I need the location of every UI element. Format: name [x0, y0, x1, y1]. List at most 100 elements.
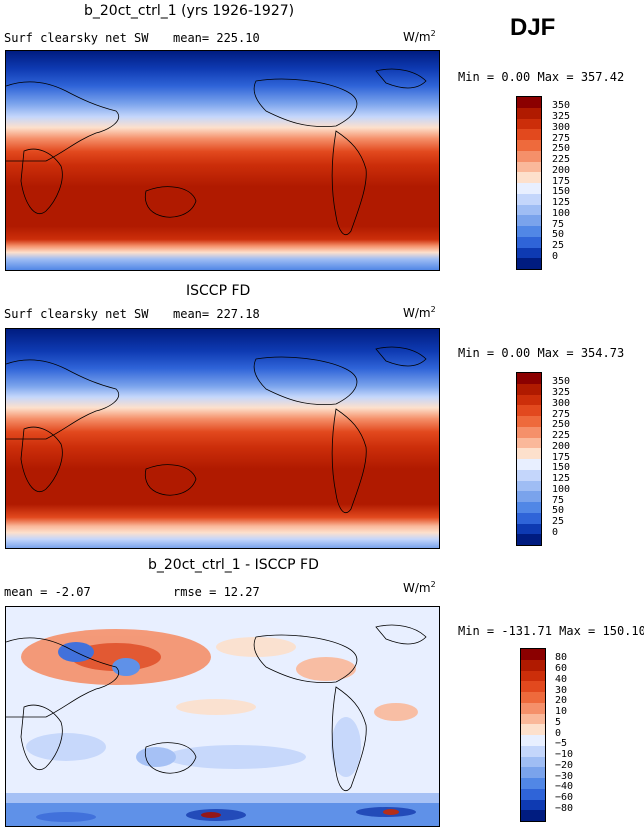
- colorbar-swatch: [517, 437, 541, 449]
- panel2-colorbar: [516, 372, 542, 546]
- panel1-units: W/m2: [403, 29, 436, 44]
- colorbar-swatch: [517, 118, 541, 130]
- colorbar-swatch: [517, 193, 541, 205]
- panel3-rmse: rmse = 12.27: [173, 585, 260, 599]
- colorbar-swatch: [521, 767, 545, 778]
- panel2-map-svg: [6, 329, 439, 548]
- colorbar-tick: 175: [552, 452, 571, 463]
- colorbar-tick: 300: [552, 398, 571, 409]
- colorbar-tick: −5: [555, 738, 568, 749]
- colorbar-tick: 75: [552, 495, 565, 506]
- colorbar-swatch: [521, 649, 545, 660]
- colorbar-tick: 150: [552, 462, 571, 473]
- colorbar-swatch: [521, 659, 545, 671]
- colorbar-swatch: [517, 459, 541, 470]
- colorbar-swatch: [517, 97, 541, 108]
- colorbar-tick: −60: [555, 792, 574, 803]
- colorbar-tick: 60: [555, 663, 568, 674]
- panel3-colorbar: [520, 648, 546, 822]
- colorbar-swatch: [517, 172, 541, 183]
- colorbar-tick: 40: [555, 674, 568, 685]
- panel2-field-label: Surf clearsky net SW: [4, 307, 149, 321]
- panel3-mean: mean = -2.07: [4, 585, 91, 599]
- colorbar-tick: −40: [555, 781, 574, 792]
- colorbar-tick: 75: [552, 219, 565, 230]
- colorbar-tick: 0: [555, 728, 562, 739]
- colorbar-tick: 325: [552, 111, 571, 122]
- colorbar-swatch: [517, 416, 541, 427]
- colorbar-tick: −80: [555, 803, 574, 814]
- colorbar-tick: 250: [552, 143, 571, 154]
- panel1-title: b_20ct_ctrl_1 (yrs 1926-1927): [84, 3, 295, 19]
- colorbar-swatch: [517, 258, 541, 269]
- colorbar-tick: 200: [552, 165, 571, 176]
- panel3-minmax: Min = -131.71 Max = 150.10: [458, 624, 644, 638]
- colorbar-swatch: [517, 426, 541, 438]
- colorbar-tick: 125: [552, 473, 571, 484]
- colorbar-tick: 25: [552, 240, 565, 251]
- colorbar-swatch: [521, 735, 545, 746]
- colorbar-swatch: [517, 150, 541, 162]
- colorbar-tick: 100: [552, 484, 571, 495]
- colorbar-tick: 50: [552, 505, 565, 516]
- colorbar-swatch: [517, 512, 541, 524]
- colorbar-swatch: [517, 534, 541, 545]
- colorbar-tick: 0: [552, 527, 559, 538]
- colorbar-tick: 100: [552, 208, 571, 219]
- colorbar-tick: 0: [552, 251, 559, 262]
- colorbar-tick: −20: [555, 760, 574, 771]
- colorbar-swatch: [521, 810, 545, 821]
- colorbar-swatch: [517, 480, 541, 492]
- colorbar-swatch: [517, 107, 541, 119]
- colorbar-tick: 200: [552, 441, 571, 452]
- colorbar-tick: 325: [552, 387, 571, 398]
- colorbar-swatch: [521, 713, 545, 725]
- panel3-units: W/m2: [403, 580, 436, 595]
- colorbar-tick: 25: [552, 516, 565, 527]
- colorbar-tick: 150: [552, 186, 571, 197]
- colorbar-swatch: [517, 236, 541, 248]
- panel2-mean: mean= 227.18: [173, 307, 260, 321]
- colorbar-swatch: [521, 681, 545, 692]
- colorbar-swatch: [517, 394, 541, 406]
- colorbar-swatch: [517, 215, 541, 226]
- colorbar-tick: 350: [552, 100, 571, 111]
- colorbar-swatch: [521, 788, 545, 800]
- panel3-map-svg: [6, 607, 439, 826]
- colorbar-swatch: [517, 140, 541, 151]
- colorbar-swatch: [517, 161, 541, 173]
- panel1-field-label: Surf clearsky net SW: [4, 31, 149, 45]
- panel1-minmax: Min = 0.00 Max = 357.42: [458, 70, 625, 84]
- colorbar-swatch: [517, 469, 541, 481]
- colorbar-swatch: [521, 702, 545, 714]
- colorbar-tick: 350: [552, 376, 571, 387]
- colorbar-swatch: [517, 405, 541, 416]
- colorbar-tick: 125: [552, 197, 571, 208]
- colorbar-tick: −10: [555, 749, 574, 760]
- panel3-map: [5, 606, 440, 827]
- colorbar-tick: 50: [552, 229, 565, 240]
- colorbar-tick: 20: [555, 695, 568, 706]
- colorbar-swatch: [517, 247, 541, 259]
- colorbar-tick: 80: [555, 652, 568, 663]
- colorbar-swatch: [517, 502, 541, 513]
- colorbar-tick: 225: [552, 154, 571, 165]
- colorbar-swatch: [517, 383, 541, 395]
- colorbar-tick: 225: [552, 430, 571, 441]
- colorbar-swatch: [521, 745, 545, 757]
- colorbar-swatch: [521, 778, 545, 789]
- colorbar-tick: 175: [552, 176, 571, 187]
- panel1-map: [5, 50, 440, 271]
- season-label: DJF: [510, 14, 556, 41]
- colorbar-tick: 250: [552, 419, 571, 430]
- colorbar-swatch: [517, 491, 541, 502]
- colorbar-tick: 10: [555, 706, 568, 717]
- colorbar-swatch: [521, 692, 545, 703]
- colorbar-swatch: [517, 129, 541, 140]
- colorbar-swatch: [521, 799, 545, 811]
- colorbar-tick: 30: [555, 685, 568, 696]
- colorbar-swatch: [521, 670, 545, 682]
- panel2-map: [5, 328, 440, 549]
- colorbar-swatch: [517, 204, 541, 216]
- panel1-map-svg: [6, 51, 439, 270]
